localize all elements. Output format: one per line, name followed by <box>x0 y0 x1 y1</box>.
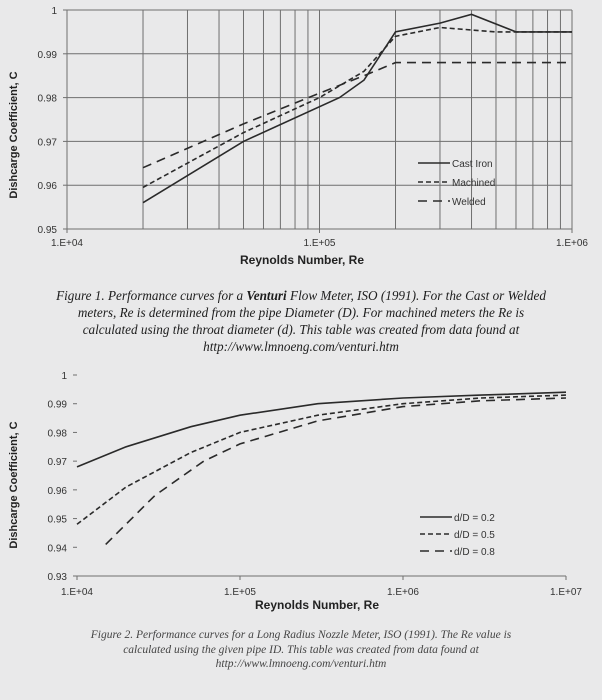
y-tick-label: 0.96 <box>38 181 58 192</box>
x-tick-label: 1.E+05 <box>224 587 256 598</box>
legend-label-1: Cast Iron <box>452 159 493 170</box>
legend-label-3: d/D = 0.8 <box>454 547 495 558</box>
y-tick-label: 0.96 <box>48 486 68 497</box>
series-line-3 <box>142 61 572 169</box>
chart-2-y-axis-label: Dishcarge Coefficient, C <box>8 421 20 548</box>
figure-2-caption-line-3: http://www.lmnoeng.com/venturi.htm <box>215 658 387 670</box>
figure-2-caption: Figure 2. Performance curves for a Long … <box>14 628 588 672</box>
series-line-2 <box>142 26 572 189</box>
x-tick-label: 1.E+07 <box>550 587 582 598</box>
chart-1-grid <box>66 9 573 230</box>
figure-1-caption: Figure 1. Performance curves for a Ventu… <box>14 287 588 355</box>
y-tick-label: 0.98 <box>38 94 58 105</box>
figure-2-caption-line-2: calculated using the given pipe ID. This… <box>123 643 479 656</box>
y-tick-label: 0.94 <box>48 543 68 554</box>
chart-2-x-axis-label: Reynolds Number, Re <box>255 598 379 612</box>
x-tick-label: 1.E+06 <box>387 587 419 598</box>
chart-1-axes: 0.95 0.96 0.97 0.98 0.99 1 1.E+04 1.E+05 1.E+06 <box>38 6 589 249</box>
y-tick-label: 0.95 <box>48 515 68 526</box>
x-tick-label: 1.E+05 <box>304 238 336 249</box>
series-line-1 <box>142 13 572 204</box>
legend-label-2: d/D = 0.5 <box>454 530 495 541</box>
series-line-2 <box>76 394 567 525</box>
chart-1-y-axis-label: Dishcarge Coefficient, C <box>8 71 20 198</box>
chart-1-legend: Cast Iron Machined Welded <box>418 159 495 208</box>
figure-1-caption-line-4: http://www.lmnoeng.com/venturi.htm <box>203 339 399 354</box>
legend-label-2: Machined <box>452 178 495 189</box>
y-tick-label: 0.95 <box>38 225 58 236</box>
figure-1-caption-line-1: Figure 1. Performance curves for a Ventu… <box>14 287 588 304</box>
caption-rest: Flow Meter, ISO (1991). For the Cast or … <box>286 288 546 303</box>
y-tick-label: 1 <box>51 6 57 17</box>
y-tick-label: 0.99 <box>38 50 58 61</box>
caption-prefix: Figure 1. Performance curves for a <box>56 288 247 303</box>
y-tick-label: 0.97 <box>38 137 58 148</box>
x-tick-label: 1.E+04 <box>51 238 83 249</box>
figure-2-chart: 0.93 0.94 0.95 0.96 0.97 0.98 0.99 1 1.E+04 1.E+0… <box>8 371 583 612</box>
chart-2-series <box>76 391 567 545</box>
chart-2-axes: 0.93 0.94 0.95 0.96 0.97 0.98 0.99 1 1.E+04 1.E+0… <box>48 371 583 598</box>
y-tick-label: 0.93 <box>48 572 68 583</box>
figure-1-caption-line-2: meters, Re is determined from the pipe D… <box>77 305 525 320</box>
legend-label-1: d/D = 0.2 <box>454 513 495 524</box>
y-tick-label: 1 <box>61 371 67 382</box>
chart-1-series <box>142 13 572 204</box>
y-tick-label: 0.99 <box>48 400 68 411</box>
series-line-1 <box>76 391 567 468</box>
x-tick-label: 1.E+04 <box>61 587 93 598</box>
chart-1-x-axis-label: Reynolds Number, Re <box>240 253 364 267</box>
chart-2-legend: d/D = 0.2 d/D = 0.5 d/D = 0.8 <box>420 513 495 558</box>
y-tick-label: 0.98 <box>48 428 68 439</box>
x-tick-label: 1.E+06 <box>556 238 588 249</box>
series-line-3 <box>105 397 567 545</box>
figure-2-caption-line-1: Figure 2. Performance curves for a Long … <box>90 629 512 641</box>
y-tick-label: 0.97 <box>48 457 68 468</box>
caption-bold-word: Venturi <box>246 288 287 303</box>
legend-label-3: Welded <box>452 197 486 208</box>
figure-1-caption-line-3: calculated using the throat diameter (d)… <box>82 322 520 337</box>
